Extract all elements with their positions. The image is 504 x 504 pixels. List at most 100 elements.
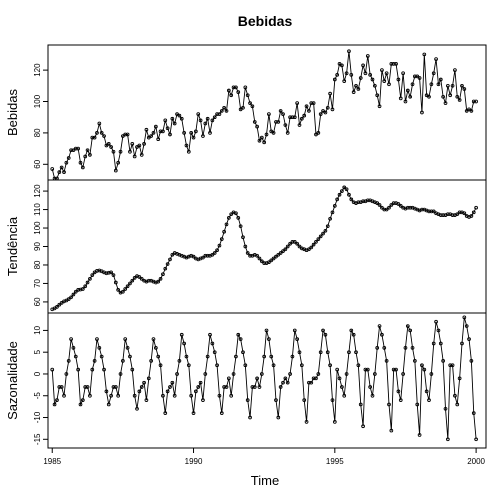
data-point (184, 354, 189, 359)
data-point (443, 406, 448, 411)
data-point (267, 260, 271, 265)
data-point (125, 132, 130, 137)
data-point (295, 337, 299, 341)
data-point (62, 170, 66, 174)
data-point (132, 276, 137, 280)
data-point (262, 354, 267, 359)
data-point (125, 284, 130, 289)
series-line (51, 317, 477, 440)
data-point (318, 234, 323, 239)
data-point (163, 411, 168, 416)
data-point (427, 94, 431, 99)
data-point (128, 149, 132, 154)
data-point (102, 134, 106, 138)
data-point (241, 105, 245, 110)
data-point (375, 345, 380, 350)
data-point (106, 402, 111, 407)
data-point (431, 341, 436, 346)
data-point (248, 101, 252, 105)
data-point (340, 63, 344, 68)
data-point (281, 249, 285, 253)
y-tick-label: -10 (33, 411, 42, 423)
series-line (51, 51, 477, 179)
data-point (90, 135, 95, 140)
data-point (309, 245, 314, 250)
data-point (363, 71, 368, 76)
data-point (222, 229, 226, 234)
data-point (179, 116, 184, 121)
panels-layer: 6080100120Bebidas60708090100110120Tendên… (5, 44, 487, 466)
data-point (243, 85, 248, 90)
data-point (219, 411, 224, 416)
data-point (370, 393, 375, 398)
data-point (121, 359, 125, 363)
data-point (389, 203, 394, 207)
data-point (109, 393, 113, 398)
data-point (241, 350, 245, 355)
data-point (156, 354, 161, 359)
data-point (135, 406, 139, 411)
data-point (259, 372, 264, 376)
data-point (163, 118, 168, 123)
data-point (69, 295, 73, 300)
data-point (408, 328, 413, 333)
data-point (88, 393, 92, 398)
data-point (309, 380, 314, 385)
data-point (168, 385, 172, 389)
data-point (90, 273, 95, 277)
data-point (474, 99, 478, 104)
data-point (384, 71, 389, 76)
data-point (344, 71, 349, 76)
data-point (474, 205, 478, 210)
data-point (236, 90, 241, 94)
data-point (99, 354, 104, 359)
data-point (271, 363, 276, 368)
data-point (165, 126, 170, 131)
y-tick-label: 0 (33, 371, 42, 376)
data-point (304, 420, 309, 424)
data-point (377, 203, 382, 207)
data-point (365, 54, 370, 58)
data-point (111, 385, 116, 389)
data-point (299, 363, 304, 368)
y-tick-label: 80 (33, 260, 42, 269)
data-point (238, 337, 243, 341)
panel-3: -15 -10 -5 0 5 10 Sazonalidade (5, 312, 487, 449)
data-point (97, 345, 102, 350)
data-point (184, 143, 189, 148)
data-point (80, 287, 85, 291)
data-point (234, 211, 238, 216)
data-point (66, 156, 71, 160)
data-point (248, 415, 252, 420)
data-point (438, 213, 443, 217)
data-point (69, 148, 73, 153)
data-point (227, 216, 231, 220)
data-point (154, 124, 158, 129)
data-point (394, 367, 398, 372)
data-point (269, 258, 274, 263)
data-point (318, 350, 323, 355)
data-point (224, 385, 229, 389)
data-point (252, 385, 257, 389)
data-point (311, 376, 316, 381)
data-point (274, 120, 278, 124)
data-point (441, 94, 445, 99)
y-tick-label: 60 (33, 297, 42, 306)
data-point (335, 367, 340, 372)
y-tick-label: 110 (33, 203, 42, 216)
data-point (321, 328, 325, 333)
data-point (245, 93, 250, 98)
data-point (307, 247, 311, 252)
y-axis-label: Sazonalidade (5, 341, 20, 420)
data-point (311, 101, 316, 105)
data-point (370, 77, 375, 82)
data-point (464, 324, 469, 328)
data-point (417, 433, 422, 437)
data-point (238, 224, 243, 229)
data-point (431, 209, 436, 214)
data-point (132, 154, 137, 159)
data-point (62, 393, 66, 398)
data-point (222, 105, 226, 110)
data-point (177, 359, 182, 363)
data-point (161, 129, 165, 134)
